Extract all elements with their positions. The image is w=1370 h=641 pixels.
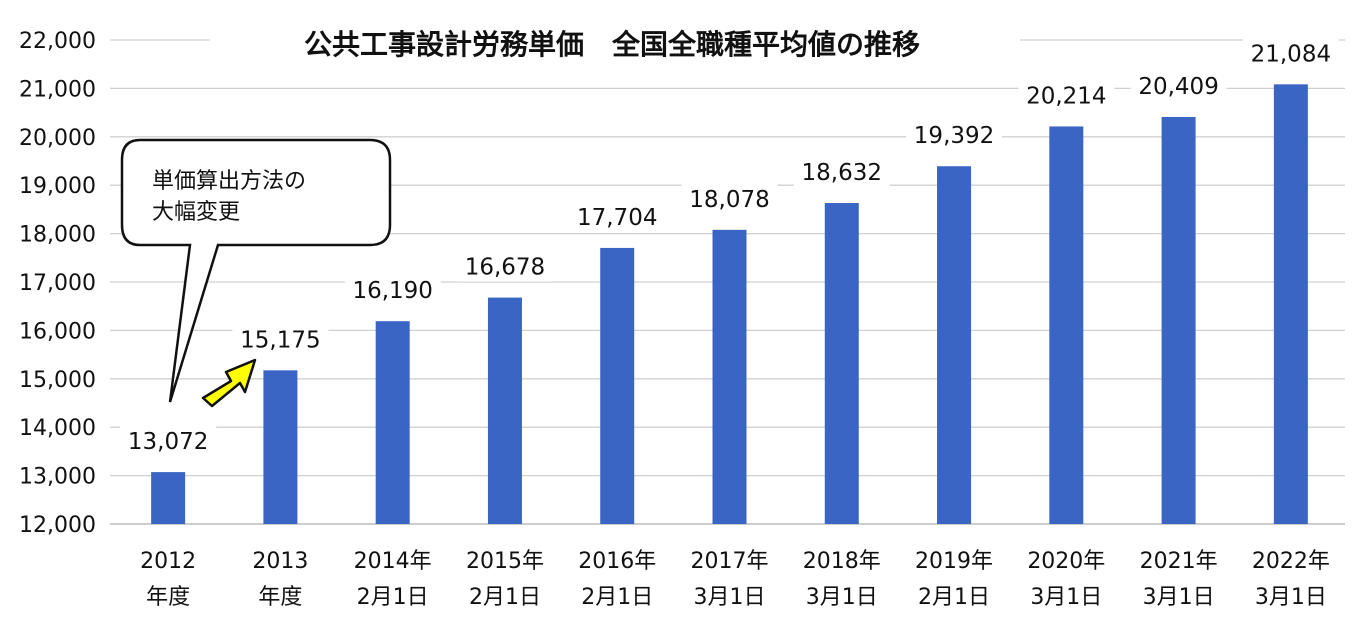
data-label: 15,175 (240, 327, 320, 353)
y-tick-label: 19,000 (19, 174, 96, 199)
y-tick-label: 14,000 (19, 416, 96, 441)
y-tick-label: 17,000 (19, 271, 96, 296)
data-label-background (906, 118, 1003, 151)
data-label-background (569, 199, 666, 232)
data-label: 18,632 (802, 160, 882, 186)
category-label: 2017年 (691, 549, 769, 574)
category-label: 3月1日 (694, 585, 766, 610)
category-label: 2021年 (1140, 549, 1218, 574)
category-label: 2016年 (578, 549, 656, 574)
y-tick-label: 12,000 (19, 513, 96, 538)
data-label-background (344, 273, 441, 306)
data-label: 13,072 (128, 429, 208, 455)
category-label: 2015年 (466, 549, 544, 574)
category-label: 2018年 (803, 549, 881, 574)
data-label: 21,084 (1251, 41, 1331, 67)
category-label: 2019年 (915, 549, 993, 574)
y-tick-label: 16,000 (19, 319, 96, 344)
category-label: 3月1日 (1255, 585, 1327, 610)
data-label-background (681, 181, 778, 214)
category-label: 2月1日 (581, 585, 653, 610)
arrow-icon (201, 358, 257, 408)
category-label: 年度 (146, 585, 190, 610)
category-label: 3月1日 (1030, 585, 1102, 610)
y-tick-label: 20,000 (19, 126, 96, 151)
data-label: 20,409 (1138, 74, 1218, 100)
data-label: 17,704 (577, 205, 657, 231)
data-label-background (232, 322, 329, 355)
bars (151, 84, 1308, 525)
y-tick-label: 13,000 (19, 465, 96, 490)
data-label: 16,190 (352, 278, 432, 304)
data-labels: 13,072 15,175 16,190 16,678 17,704 18,078 18,6… (120, 36, 1339, 457)
category-labels: 2012 年度 2013 年度 2014年 2月1日 2015年 2月1日 2016年 2月1日 2… (140, 549, 1330, 610)
category-label: 2020年 (1027, 549, 1105, 574)
bar (600, 247, 635, 525)
callout: 単価算出方法の 大幅変更 (120, 138, 392, 403)
data-label: 18,078 (689, 187, 769, 213)
callout-line-1: 単価算出方法の (152, 169, 306, 194)
bar (151, 472, 186, 524)
data-label-background (1130, 69, 1227, 102)
category-label: 2022年 (1252, 549, 1330, 574)
y-tick-label: 18,000 (19, 223, 96, 248)
data-label-background (1242, 36, 1339, 69)
category-label: 3月1日 (1143, 585, 1215, 610)
bar (263, 370, 298, 524)
bar (1161, 117, 1196, 525)
data-label-background (1018, 78, 1115, 111)
bar (1049, 126, 1084, 525)
data-label-background (120, 424, 217, 457)
callout-bubble (120, 138, 392, 403)
data-label-background (793, 155, 890, 188)
data-label: 20,214 (1026, 83, 1106, 109)
data-label: 16,678 (465, 255, 545, 281)
bar (487, 297, 522, 524)
bar (712, 229, 747, 524)
category-label: 2月1日 (918, 585, 990, 610)
data-label: 19,392 (914, 123, 994, 149)
category-label: 2月1日 (469, 585, 541, 610)
y-axis-tick-labels: 12,000 13,000 14,000 15,000 16,000 17,000 18,0… (19, 29, 96, 538)
category-label: 2013 (252, 549, 308, 574)
bar (824, 203, 859, 524)
bar (375, 321, 410, 524)
y-tick-label: 15,000 (19, 368, 96, 393)
y-tick-label: 21,000 (19, 77, 96, 102)
callout-line-2: 大幅変更 (152, 200, 240, 225)
chart-title: 公共工事設計労務単価 全国全職種平均値の推移 (304, 28, 920, 61)
data-label-background (456, 249, 553, 282)
category-label: 2014年 (354, 549, 432, 574)
category-label: 2012 (140, 549, 196, 574)
y-tick-label: 22,000 (19, 29, 96, 54)
title-background (210, 18, 1020, 64)
bar (937, 166, 972, 524)
category-label: 3月1日 (806, 585, 878, 610)
bar (1273, 84, 1308, 524)
category-label: 年度 (258, 585, 302, 610)
category-label: 2月1日 (357, 585, 429, 610)
